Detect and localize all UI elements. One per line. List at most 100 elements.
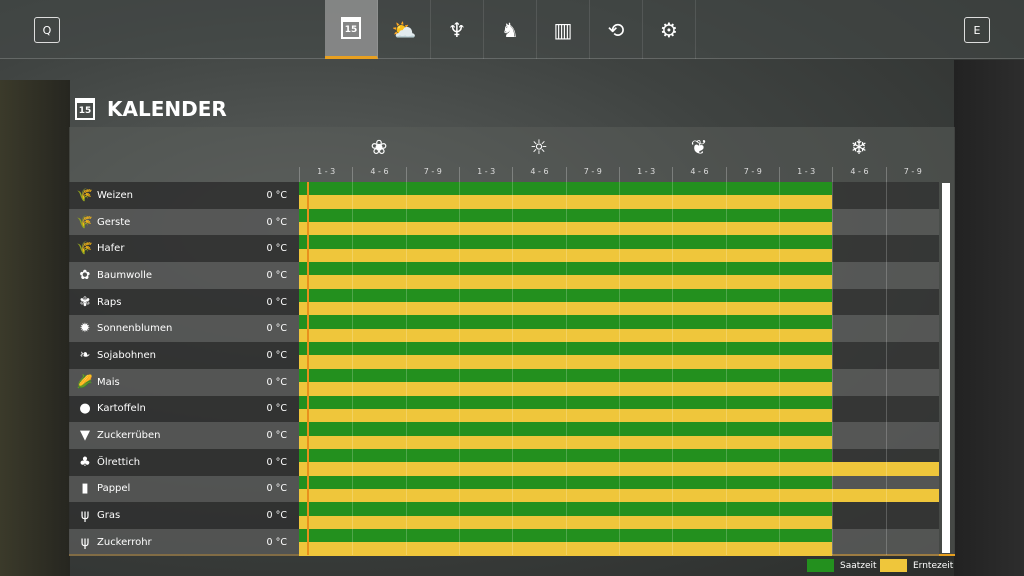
crop-row[interactable]: ✿ Baumwolle 0 °C: [69, 262, 939, 289]
crop-timeline: [299, 368, 939, 396]
harvest-bar: [299, 222, 833, 236]
crop-name: Ölrettich: [97, 456, 141, 468]
crop-timeline: [299, 315, 939, 343]
crop-row[interactable]: ψ Zuckerrohr 0 °C: [69, 528, 939, 556]
crop-row[interactable]: 🌾 Hafer 0 °C: [69, 235, 939, 263]
crop-row[interactable]: ✾ Raps 0 °C: [69, 288, 939, 316]
harvest-bar: [299, 302, 833, 316]
scrollbar[interactable]: [942, 183, 950, 553]
crop-label: 🌾 Hafer 0 °C: [69, 235, 299, 263]
weather-icon: ⛅: [391, 17, 417, 42]
tab-cycle[interactable]: ⟲: [590, 0, 643, 59]
snowflake-icon: ❄: [850, 135, 868, 159]
tab-stats[interactable]: ▥: [537, 0, 590, 59]
tab-calendar[interactable]: 15: [325, 0, 378, 59]
harvest-bar: [299, 462, 939, 476]
background-right: [954, 60, 1024, 576]
harvest-bar: [299, 488, 939, 503]
period-divider: [459, 182, 460, 555]
period-header: 1 - 3: [299, 167, 352, 182]
period-divider: [832, 182, 834, 555]
crop-label: ❧ Sojabohnen 0 °C: [69, 342, 299, 369]
crop-name: Pappel: [97, 483, 131, 495]
period-divider: [779, 182, 780, 555]
legend-harvest-label: Erntezeit: [913, 560, 954, 571]
calendar-icon: 15: [341, 17, 361, 39]
sow-bar: [299, 422, 833, 436]
crop-temperature: 0 °C: [266, 510, 287, 522]
crop-temperature: 0 °C: [266, 216, 287, 228]
next-page-key-e[interactable]: E: [964, 17, 990, 43]
crop-temperature: 0 °C: [266, 349, 287, 361]
legend-sow-swatch: [807, 559, 834, 572]
crop-timeline: [299, 262, 939, 289]
crop-icon: ✾: [79, 294, 91, 310]
tab-gears[interactable]: ⚙: [643, 0, 696, 59]
crop-temperature: 0 °C: [266, 189, 287, 201]
crop-timeline: [299, 235, 939, 263]
crop-row[interactable]: 🌽 Mais 0 °C: [69, 368, 939, 396]
gears-icon: ⚙: [660, 17, 678, 42]
period-divider: [885, 182, 887, 555]
crop-temperature: 0 °C: [266, 430, 287, 442]
crop-timeline: [299, 288, 939, 316]
crop-row[interactable]: ● Kartoffeln 0 °C: [69, 395, 939, 423]
sow-bar: [299, 448, 833, 463]
period-header: 4 - 6: [832, 167, 885, 182]
crop-row[interactable]: ψ Gras 0 °C: [69, 502, 939, 529]
crop-row[interactable]: ▼ Zuckerrüben 0 °C: [69, 422, 939, 449]
crop-icon: ✹: [79, 321, 91, 337]
harvest-bar: [299, 248, 833, 263]
crop-name: Gras: [97, 510, 121, 522]
crop-row[interactable]: 🌾 Gerste 0 °C: [69, 208, 939, 236]
crop-row[interactable]: ♣ Ölrettich 0 °C: [69, 448, 939, 476]
crop-name: Zuckerrüben: [97, 430, 161, 442]
sow-bar: [299, 395, 833, 409]
crop-timeline: [299, 528, 939, 556]
crop-label: ▼ Zuckerrüben 0 °C: [69, 422, 299, 449]
legend-harvest-swatch: [880, 559, 907, 572]
crop-label: ♣ Ölrettich 0 °C: [69, 448, 299, 476]
tab-weather[interactable]: ⛅: [378, 0, 431, 59]
tab-sprout[interactable]: ♆: [431, 0, 484, 59]
harvest-bar: [299, 328, 833, 343]
legend-sow-label: Saatzeit: [840, 560, 877, 571]
crop-icon: 🌾: [76, 187, 94, 203]
crop-row[interactable]: ▮ Pappel 0 °C: [69, 475, 939, 503]
crop-name: Sojabohnen: [97, 349, 157, 361]
cow-icon: ♞: [501, 17, 519, 42]
stats-icon: ▥: [553, 17, 573, 42]
sow-bar: [299, 208, 833, 223]
period-header: 1 - 3: [459, 167, 512, 182]
crop-label: ▮ Pappel 0 °C: [69, 475, 299, 503]
period-header: 1 - 3: [619, 167, 672, 182]
cycle-icon: ⟲: [607, 17, 625, 42]
period-divider: [565, 182, 567, 555]
crop-label: ● Kartoffeln 0 °C: [69, 395, 299, 423]
crop-icon: ❧: [79, 347, 91, 363]
crop-row[interactable]: ✹ Sonnenblumen 0 °C: [69, 315, 939, 343]
crop-icon: ▼: [80, 428, 90, 444]
period-divider: [512, 182, 514, 555]
period-header: 7 - 9: [405, 167, 459, 182]
crop-timeline: [299, 182, 939, 209]
sow-bar: [299, 262, 833, 276]
sow-bar: [299, 182, 833, 196]
crop-icon: ψ: [80, 534, 90, 550]
crop-name: Weizen: [97, 189, 133, 201]
crop-icon: ●: [79, 401, 91, 417]
crop-row[interactable]: ❧ Sojabohnen 0 °C: [69, 342, 939, 369]
prev-page-key-q[interactable]: Q: [34, 17, 60, 43]
crop-name: Hafer: [97, 243, 125, 255]
harvest-bar: [299, 408, 833, 423]
crop-temperature: 0 °C: [266, 269, 287, 281]
sprout-icon: ♆: [448, 17, 466, 42]
harvest-bar: [299, 275, 833, 289]
sow-bar: [299, 528, 833, 543]
crop-label: ✾ Raps 0 °C: [69, 288, 299, 316]
tab-cow[interactable]: ♞: [484, 0, 537, 59]
period-header: 7 - 9: [885, 167, 939, 182]
crop-row[interactable]: 🌾 Weizen 0 °C: [69, 182, 939, 209]
crop-name: Mais: [97, 376, 120, 388]
calendar-icon: 15: [75, 98, 95, 120]
